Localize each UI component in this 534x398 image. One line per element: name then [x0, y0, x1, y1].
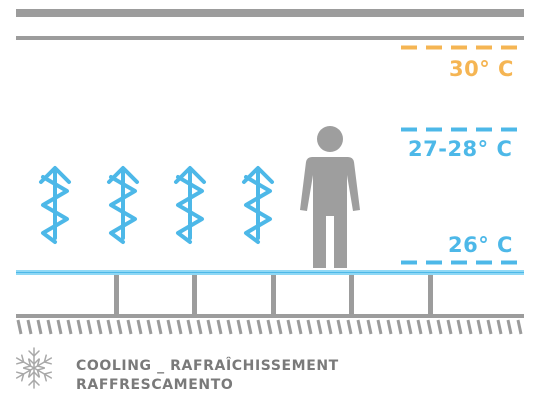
snowflake-icon	[13, 347, 55, 389]
hatch-mark	[436, 319, 443, 335]
hatch-mark	[276, 319, 283, 335]
hatch-mark	[106, 319, 113, 335]
hatch-mark	[196, 319, 203, 335]
hatch-mark	[216, 319, 223, 335]
hatch-mark	[306, 319, 313, 335]
ground-slab	[16, 314, 524, 318]
hatch-mark	[76, 319, 83, 335]
hatch-mark	[396, 319, 403, 335]
hatch-mark	[446, 319, 453, 335]
hatch-mark	[296, 319, 303, 335]
hatch-mark	[16, 319, 23, 335]
hatch-mark	[86, 319, 93, 335]
hatch-mark	[376, 319, 383, 335]
temperature-high-label: 30° C	[449, 57, 514, 81]
hatch-mark	[146, 319, 153, 335]
hatch-mark	[126, 319, 133, 335]
hatch-mark	[356, 319, 363, 335]
hatch-mark	[46, 319, 53, 335]
hatch-mark	[496, 319, 503, 335]
hatch-mark	[166, 319, 173, 335]
hatch-mark	[206, 319, 213, 335]
hatch-mark	[416, 319, 423, 335]
hatch-mark	[246, 319, 253, 335]
caption-line-1: COOLING _ RAFRAÎCHISSEMENT	[76, 358, 339, 374]
hatch-mark	[456, 319, 463, 335]
wavy-up-arrow-icon	[242, 166, 274, 244]
hatch-mark	[26, 319, 33, 335]
hatch-mark	[256, 319, 263, 335]
hatch-mark	[156, 319, 163, 335]
hatch-mark	[286, 319, 293, 335]
ground-hatching	[16, 319, 523, 335]
hatch-mark	[336, 319, 343, 335]
person-icon	[300, 126, 360, 268]
hatch-mark	[136, 319, 143, 335]
hatch-mark	[486, 319, 493, 335]
hatch-mark	[236, 319, 243, 335]
hatch-mark	[176, 319, 183, 335]
wavy-up-arrow-icon	[107, 166, 139, 244]
hatch-mark	[56, 319, 63, 335]
hatch-mark	[96, 319, 103, 335]
hatch-mark	[366, 319, 373, 335]
ceiling-line	[16, 36, 524, 40]
hatch-mark	[226, 319, 233, 335]
hatch-mark	[326, 319, 333, 335]
hatch-mark	[346, 319, 353, 335]
ceiling-slab	[16, 9, 524, 17]
airflow-arrows	[39, 166, 274, 244]
wavy-up-arrow-icon	[174, 166, 206, 244]
temperature-low-label: 26° C	[448, 233, 513, 257]
caption-line-2: RAFFRESCAMENTO	[76, 377, 234, 393]
hatch-mark	[506, 319, 513, 335]
wavy-up-arrow-icon	[39, 166, 71, 244]
hatch-mark	[116, 319, 123, 335]
hatch-mark	[66, 319, 73, 335]
hatch-mark	[36, 319, 43, 335]
hatch-mark	[316, 319, 323, 335]
hatch-mark	[516, 319, 523, 335]
hatch-mark	[476, 319, 483, 335]
temperature-mid-label: 27-28° C	[408, 137, 513, 161]
hatch-mark	[406, 319, 413, 335]
hatch-mark	[426, 319, 433, 335]
floor-supports	[114, 275, 433, 315]
hatch-mark	[386, 319, 393, 335]
hatch-mark	[186, 319, 193, 335]
hatch-mark	[466, 319, 473, 335]
hatch-mark	[266, 319, 273, 335]
